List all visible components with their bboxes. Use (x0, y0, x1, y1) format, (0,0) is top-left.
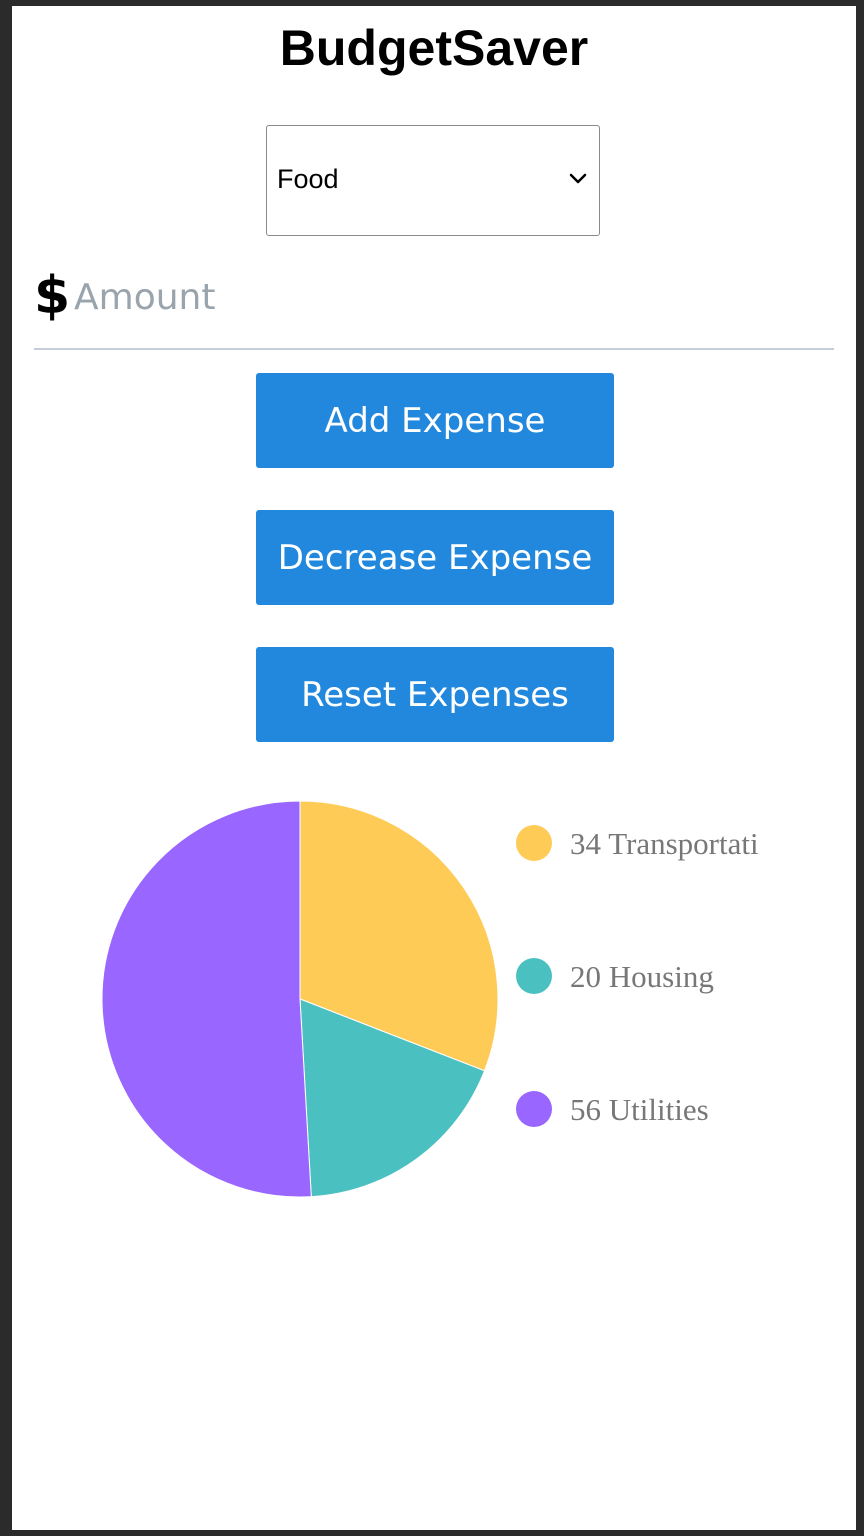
amount-field: $ (34, 264, 834, 350)
app-title: BudgetSaver (279, 20, 589, 76)
amount-input[interactable] (74, 270, 814, 324)
legend-marker-housing (516, 958, 552, 994)
reset-expenses-button[interactable]: Reset Expenses (256, 647, 614, 742)
legend-label-utilities: 56 Utilities (570, 1092, 709, 1127)
category-select-value: Food (277, 164, 339, 194)
legend-marker-transportati (516, 825, 552, 861)
category-select[interactable]: Food (266, 125, 600, 236)
chevron-down-icon (569, 173, 587, 184)
decrease-expense-button[interactable]: Decrease Expense (256, 510, 614, 605)
pie-slice-transportati[interactable] (299, 800, 499, 1072)
legend-label-housing: 20 Housing (570, 959, 714, 994)
dollar-icon: $ (34, 266, 71, 326)
legend-label-transportati: 34 Transportati (570, 826, 759, 861)
add-expense-button[interactable]: Add Expense (256, 373, 614, 468)
pie-slice-utilities[interactable] (101, 800, 312, 1198)
app-window: BudgetSaver Food $ Add Expense Decrease … (12, 6, 856, 1530)
pie-slice-housing[interactable] (299, 998, 486, 1198)
legend-marker-utilities (516, 1091, 552, 1127)
expense-pie-chart: 34 Transportati 20 Housing 56 Utilities (101, 800, 759, 1198)
